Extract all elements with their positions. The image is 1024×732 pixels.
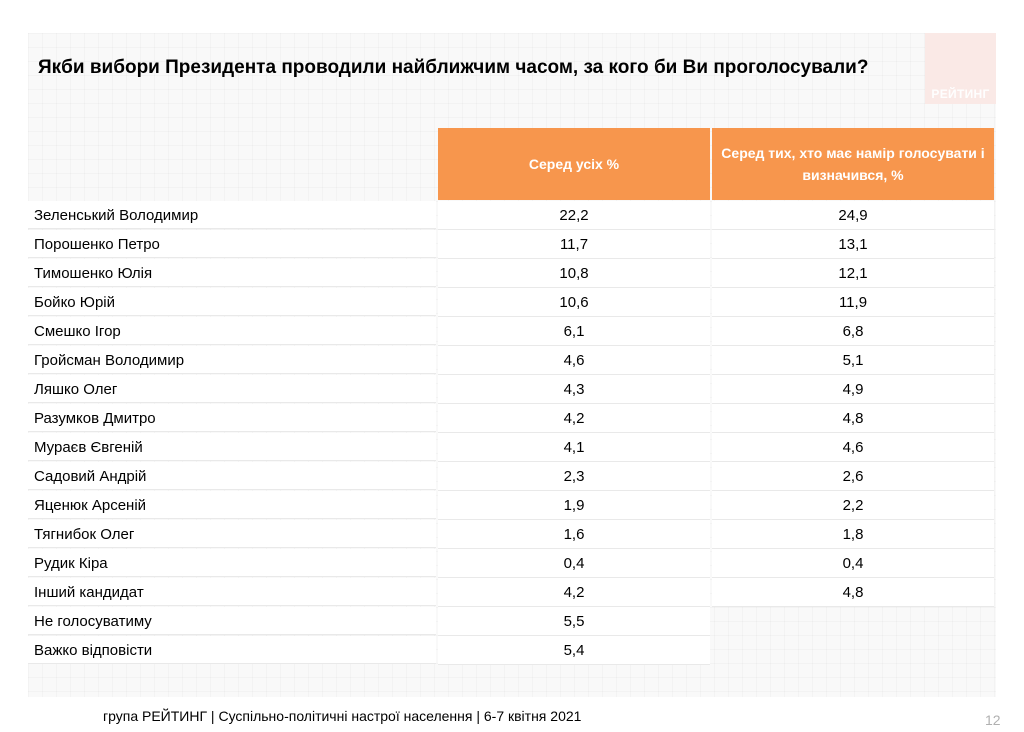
value-all: 4,1: [438, 433, 710, 462]
rating-logo: РЕЙТИНГ: [925, 33, 996, 104]
table-row: Зеленський Володимир 22,2 24,9: [28, 201, 996, 230]
value-decided: 13,1: [712, 230, 994, 259]
table-row: Смешко Ігор 6,1 6,8: [28, 317, 996, 346]
candidate-name: Тягнибок Олег: [28, 520, 436, 548]
column-header-decided: Серед тих, хто має намір голосувати і ви…: [712, 128, 994, 200]
value-decided: [712, 636, 994, 664]
candidate-name: Смешко Ігор: [28, 317, 436, 345]
candidate-name: Тимошенко Юлія: [28, 259, 436, 287]
value-all: 1,9: [438, 491, 710, 520]
candidate-name: Ляшко Олег: [28, 375, 436, 403]
table-row: Рудик Кіра 0,4 0,4: [28, 549, 996, 578]
table-row: Бойко Юрій 10,6 11,9: [28, 288, 996, 317]
value-decided: 2,2: [712, 491, 994, 520]
table-row: Інший кандидат 4,2 4,8: [28, 578, 996, 607]
value-all: 4,3: [438, 375, 710, 404]
table-row: Гройсман Володимир 4,6 5,1: [28, 346, 996, 375]
value-all: 1,6: [438, 520, 710, 549]
table-row: Важко відповісти 5,4: [28, 636, 996, 665]
results-table: Зеленський Володимир 22,2 24,9 Порошенко Пе…: [28, 201, 996, 665]
table-row: Разумков Дмитро 4,2 4,8: [28, 404, 996, 433]
candidate-name: Мураєв Євгеній: [28, 433, 436, 461]
value-all: 5,5: [438, 607, 710, 636]
value-decided: 6,8: [712, 317, 994, 346]
value-all: 10,8: [438, 259, 710, 288]
candidate-name: Важко відповісти: [28, 636, 436, 664]
candidate-name: Разумков Дмитро: [28, 404, 436, 432]
value-decided: 0,4: [712, 549, 994, 578]
value-decided: 12,1: [712, 259, 994, 288]
value-decided: 4,9: [712, 375, 994, 404]
candidate-name: Гройсман Володимир: [28, 346, 436, 374]
table-row: Мураєв Євгеній 4,1 4,6: [28, 433, 996, 462]
value-all: 5,4: [438, 636, 710, 665]
table-row: Садовий Андрій 2,3 2,6: [28, 462, 996, 491]
value-all: 6,1: [438, 317, 710, 346]
value-all: 22,2: [438, 201, 710, 230]
table-row: Ляшко Олег 4,3 4,9: [28, 375, 996, 404]
value-all: 4,2: [438, 578, 710, 607]
candidate-name: Бойко Юрій: [28, 288, 436, 316]
value-decided: 24,9: [712, 201, 994, 230]
value-decided: 2,6: [712, 462, 994, 491]
candidate-name: Порошенко Петро: [28, 230, 436, 258]
logo-text: РЕЙТИНГ: [931, 87, 990, 101]
value-decided: [712, 607, 994, 635]
candidate-name: Інший кандидат: [28, 578, 436, 606]
page-number: 12: [985, 712, 1001, 728]
slide-title: Якби вибори Президента проводили найближ…: [38, 57, 869, 78]
candidate-name: Садовий Андрій: [28, 462, 436, 490]
column-header-all: Серед усіх %: [438, 128, 710, 200]
value-decided: 5,1: [712, 346, 994, 375]
table-row: Не голосуватиму 5,5: [28, 607, 996, 636]
value-all: 2,3: [438, 462, 710, 491]
value-decided: 4,8: [712, 578, 994, 607]
value-all: 10,6: [438, 288, 710, 317]
table-row: Тягнибок Олег 1,6 1,8: [28, 520, 996, 549]
table-row: Порошенко Петро 11,7 13,1: [28, 230, 996, 259]
candidate-name: Рудик Кіра: [28, 549, 436, 577]
candidate-name: Яценюк Арсеній: [28, 491, 436, 519]
table-row: Тимошенко Юлія 10,8 12,1: [28, 259, 996, 288]
footer-text: група РЕЙТИНГ | Суспільно-політичні наст…: [103, 708, 582, 724]
value-all: 4,2: [438, 404, 710, 433]
value-decided: 4,6: [712, 433, 994, 462]
value-decided: 11,9: [712, 288, 994, 317]
value-all: 11,7: [438, 230, 710, 259]
value-decided: 4,8: [712, 404, 994, 433]
candidate-name: Зеленський Володимир: [28, 201, 436, 229]
value-all: 0,4: [438, 549, 710, 578]
candidate-name: Не голосуватиму: [28, 607, 436, 635]
table-row: Яценюк Арсеній 1,9 2,2: [28, 491, 996, 520]
value-decided: 1,8: [712, 520, 994, 549]
value-all: 4,6: [438, 346, 710, 375]
